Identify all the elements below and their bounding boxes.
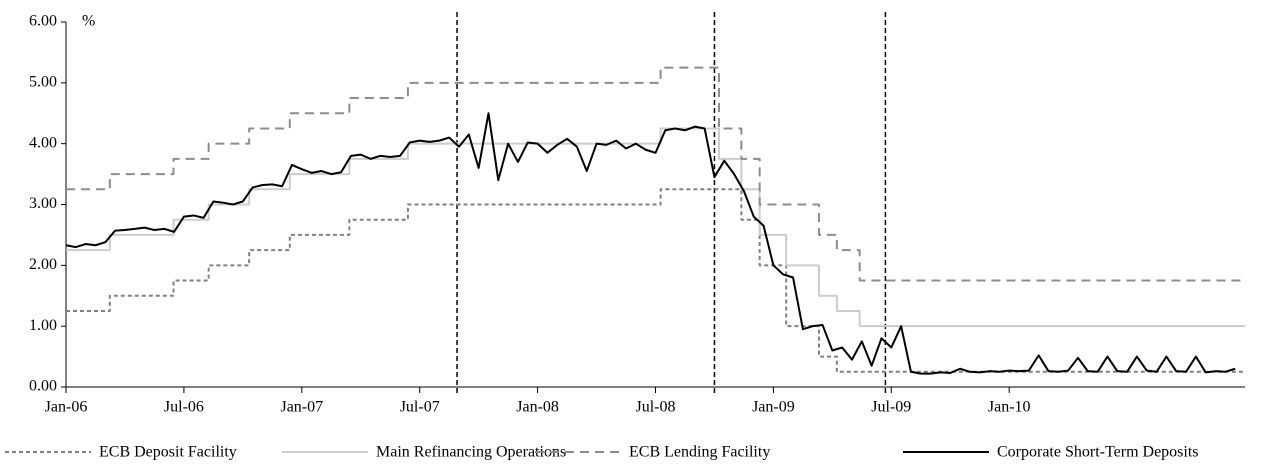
x-tick-label: Jan-10 — [988, 399, 1031, 416]
y-tick-label: 6.00 — [29, 13, 57, 30]
y-tick-label: 2.00 — [29, 256, 57, 273]
series-line — [65, 112, 1236, 375]
x-tick-label: Jan-09 — [752, 399, 795, 416]
x-tick-label: Jan-08 — [516, 399, 559, 416]
x-tick-label: Jul-08 — [636, 399, 676, 416]
legend-label: Corporate Short-Term Deposits — [997, 444, 1199, 461]
series-line — [66, 66, 1245, 282]
y-tick-label: 4.00 — [29, 134, 57, 151]
x-tick-label: Jul-07 — [400, 399, 440, 416]
legend-label: ECB Deposit Facility — [99, 444, 237, 461]
x-tick-label: Jan-07 — [280, 399, 323, 416]
series-line — [66, 127, 1245, 328]
x-tick-label: Jul-06 — [164, 399, 204, 416]
y-tick-label: 1.00 — [29, 317, 57, 334]
y-axis-label: % — [82, 13, 95, 30]
y-tick-label: 5.00 — [29, 74, 57, 91]
y-tick-label: 0.00 — [29, 378, 57, 395]
legend-label: ECB Lending Facility — [629, 444, 770, 461]
x-tick-label: Jan-06 — [45, 399, 88, 416]
legend-label: Main Refinancing Operations — [376, 444, 566, 461]
x-tick-label: Jul-09 — [871, 399, 911, 416]
y-tick-label: 3.00 — [29, 195, 57, 212]
